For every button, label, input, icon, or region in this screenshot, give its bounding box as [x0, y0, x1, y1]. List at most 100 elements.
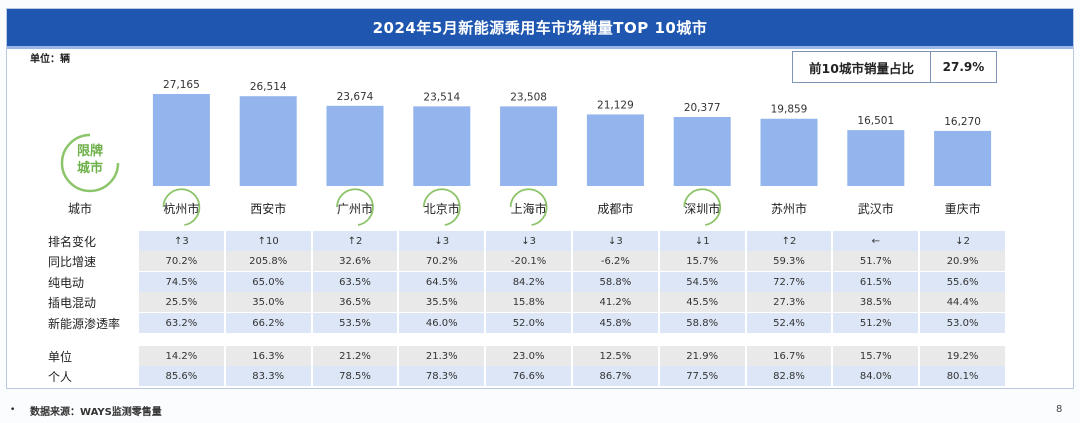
limited-plate-ring-icon-3 [336, 188, 374, 226]
table-cell-r2-c4: 70.2% [399, 251, 485, 271]
table-cell-r7-c9: 84.0% [833, 366, 919, 386]
table-cell-r7-c5: 76.6% [486, 366, 571, 386]
table-cell-r2-c6: -6.2% [573, 251, 658, 271]
table-cell-r2-c8: 59.3% [746, 251, 832, 271]
table-cell-r1-c2: ↑10 [225, 231, 311, 251]
city-label-10: 重庆市 [945, 201, 981, 216]
city-label-3: 广州市 [337, 201, 373, 216]
table-cell-r4-c7: 45.5% [659, 292, 745, 312]
city-label-6: 成都市 [597, 201, 633, 216]
table-cell-r1-c5: ↓3 [486, 231, 571, 251]
bar-value-label-10: 16,270 [944, 116, 981, 128]
table-cell-r1-c10: ↓2 [920, 231, 1005, 251]
table-cell-r2-c2: 205.8% [225, 251, 311, 271]
table-cell-r5-c9: 51.2% [833, 313, 919, 333]
city-label-2: 西安市 [250, 201, 286, 216]
bar-4 [413, 106, 471, 186]
city-label-8: 苏州市 [771, 201, 807, 216]
bar-3 [326, 105, 384, 186]
data-source: 数据来源：WAYS监测零售量 [30, 407, 162, 418]
row-label-7: 个人 [48, 370, 73, 384]
table-cell-r7-c1: 85.6% [139, 366, 224, 386]
table-cell-r6-c6: 12.5% [573, 346, 658, 366]
top10-share-box: 前10城市销量占比 27.9% [792, 51, 997, 83]
page-number: 8 [1056, 404, 1063, 415]
city-label-5: 上海市 [511, 201, 547, 216]
table-cell-r3-c9: 61.5% [833, 272, 919, 292]
bar-7 [673, 116, 731, 186]
table-cell-r4-c10: 44.4% [920, 292, 1005, 312]
row-label-5: 新能源渗透率 [48, 317, 121, 331]
top10-share-value: 27.9% [942, 60, 985, 74]
limited-plate-badge-line2: 城市 [76, 161, 103, 176]
city-label-9: 武汉市 [858, 201, 894, 216]
table-cell-r4-c2: 35.0% [225, 292, 311, 312]
bar-value-label-7: 20,377 [684, 102, 721, 114]
unit-label: 单位：辆 [30, 54, 70, 65]
table-cell-r7-c10: 80.1% [920, 366, 1005, 386]
bar-value-label-5: 23,508 [510, 91, 547, 103]
table-cell-r5-c10: 53.0% [920, 313, 1005, 333]
row-label-1: 排名变化 [48, 235, 97, 249]
city-header-label: 城市 [68, 201, 92, 216]
table-cell-r3-c5: 84.2% [486, 272, 571, 292]
bar-value-label-3: 23,674 [337, 91, 374, 103]
bar-1 [152, 94, 210, 186]
row-label-3: 纯电动 [48, 276, 85, 290]
limited-plate-ring-icon-1 [162, 188, 201, 226]
table-cell-r2-c10: 20.9% [920, 251, 1005, 271]
table-cell-r3-c4: 64.5% [399, 272, 485, 292]
table-cell-r3-c3: 63.5% [312, 272, 398, 292]
footer-bullet: • [10, 405, 16, 415]
table-cell-r6-c10: 19.2% [920, 346, 1005, 366]
table-cell-r6-c4: 21.3% [399, 346, 485, 366]
row-label-4: 插电混动 [48, 296, 97, 310]
limited-plate-badge-ring-icon [60, 133, 120, 193]
table-cell-r2-c9: 51.7% [833, 251, 919, 271]
table-cell-r6-c5: 23.0% [486, 346, 571, 366]
table-cell-r3-c10: 55.6% [920, 272, 1005, 292]
table-cell-r3-c2: 65.0% [225, 272, 311, 292]
table-cell-r5-c7: 58.8% [659, 313, 745, 333]
table-cell-r3-c6: 58.8% [573, 272, 658, 292]
bar-10 [934, 130, 992, 186]
table-cell-r1-c8: ↑2 [746, 231, 832, 251]
table-cell-r2-c5: -20.1% [486, 251, 571, 271]
table-cell-r4-c4: 35.5% [399, 292, 485, 312]
table-cell-r1-c1: ↑3 [139, 231, 224, 251]
table-cell-r2-c1: 70.2% [139, 251, 224, 271]
table-cell-r4-c1: 25.5% [139, 292, 224, 312]
bar-6 [586, 114, 644, 186]
bar-8 [760, 118, 818, 186]
table-cell-r5-c1: 63.2% [139, 313, 224, 333]
bar-value-label-6: 21,129 [597, 99, 634, 111]
table-cell-r1-c7: ↓1 [659, 231, 745, 251]
table-cell-r4-c8: 27.3% [746, 292, 832, 312]
table-cell-r6-c3: 21.2% [312, 346, 398, 366]
limited-plate-badge: 限牌 城市 [58, 131, 122, 195]
table-cell-r7-c6: 86.7% [573, 366, 658, 386]
table-cell-r6-c9: 15.7% [833, 346, 919, 366]
table-cell-r4-c6: 41.2% [573, 292, 658, 312]
table-cell-r7-c4: 78.3% [399, 366, 485, 386]
table-cell-r2-c7: 15.7% [659, 251, 745, 271]
chart-title: 2024年5月新能源乘用车市场销量TOP 10城市 [7, 9, 1073, 49]
table-cell-r4-c9: 38.5% [833, 292, 919, 312]
bar-value-label-4: 23,514 [423, 91, 460, 103]
bar-value-label-2: 26,514 [250, 81, 287, 93]
city-label-4: 北京市 [424, 201, 460, 216]
table-cell-r6-c1: 14.2% [139, 346, 224, 366]
table-cell-r5-c4: 46.0% [399, 313, 485, 333]
bar-value-label-9: 16,501 [857, 115, 894, 127]
table-cell-r3-c8: 72.7% [746, 272, 832, 292]
city-label-1: 杭州市 [163, 201, 199, 216]
city-label-7: 深圳市 [684, 201, 720, 216]
table-cell-r5-c8: 52.4% [746, 313, 832, 333]
bar-value-label-1: 27,165 [163, 79, 200, 91]
table-cell-r1-c3: ↑2 [312, 231, 398, 251]
row-label-2: 同比增速 [48, 255, 97, 269]
table-cell-r7-c8: 82.8% [746, 366, 832, 386]
table-cell-r5-c2: 66.2% [225, 313, 311, 333]
table-cell-r3-c7: 54.5% [659, 272, 745, 292]
